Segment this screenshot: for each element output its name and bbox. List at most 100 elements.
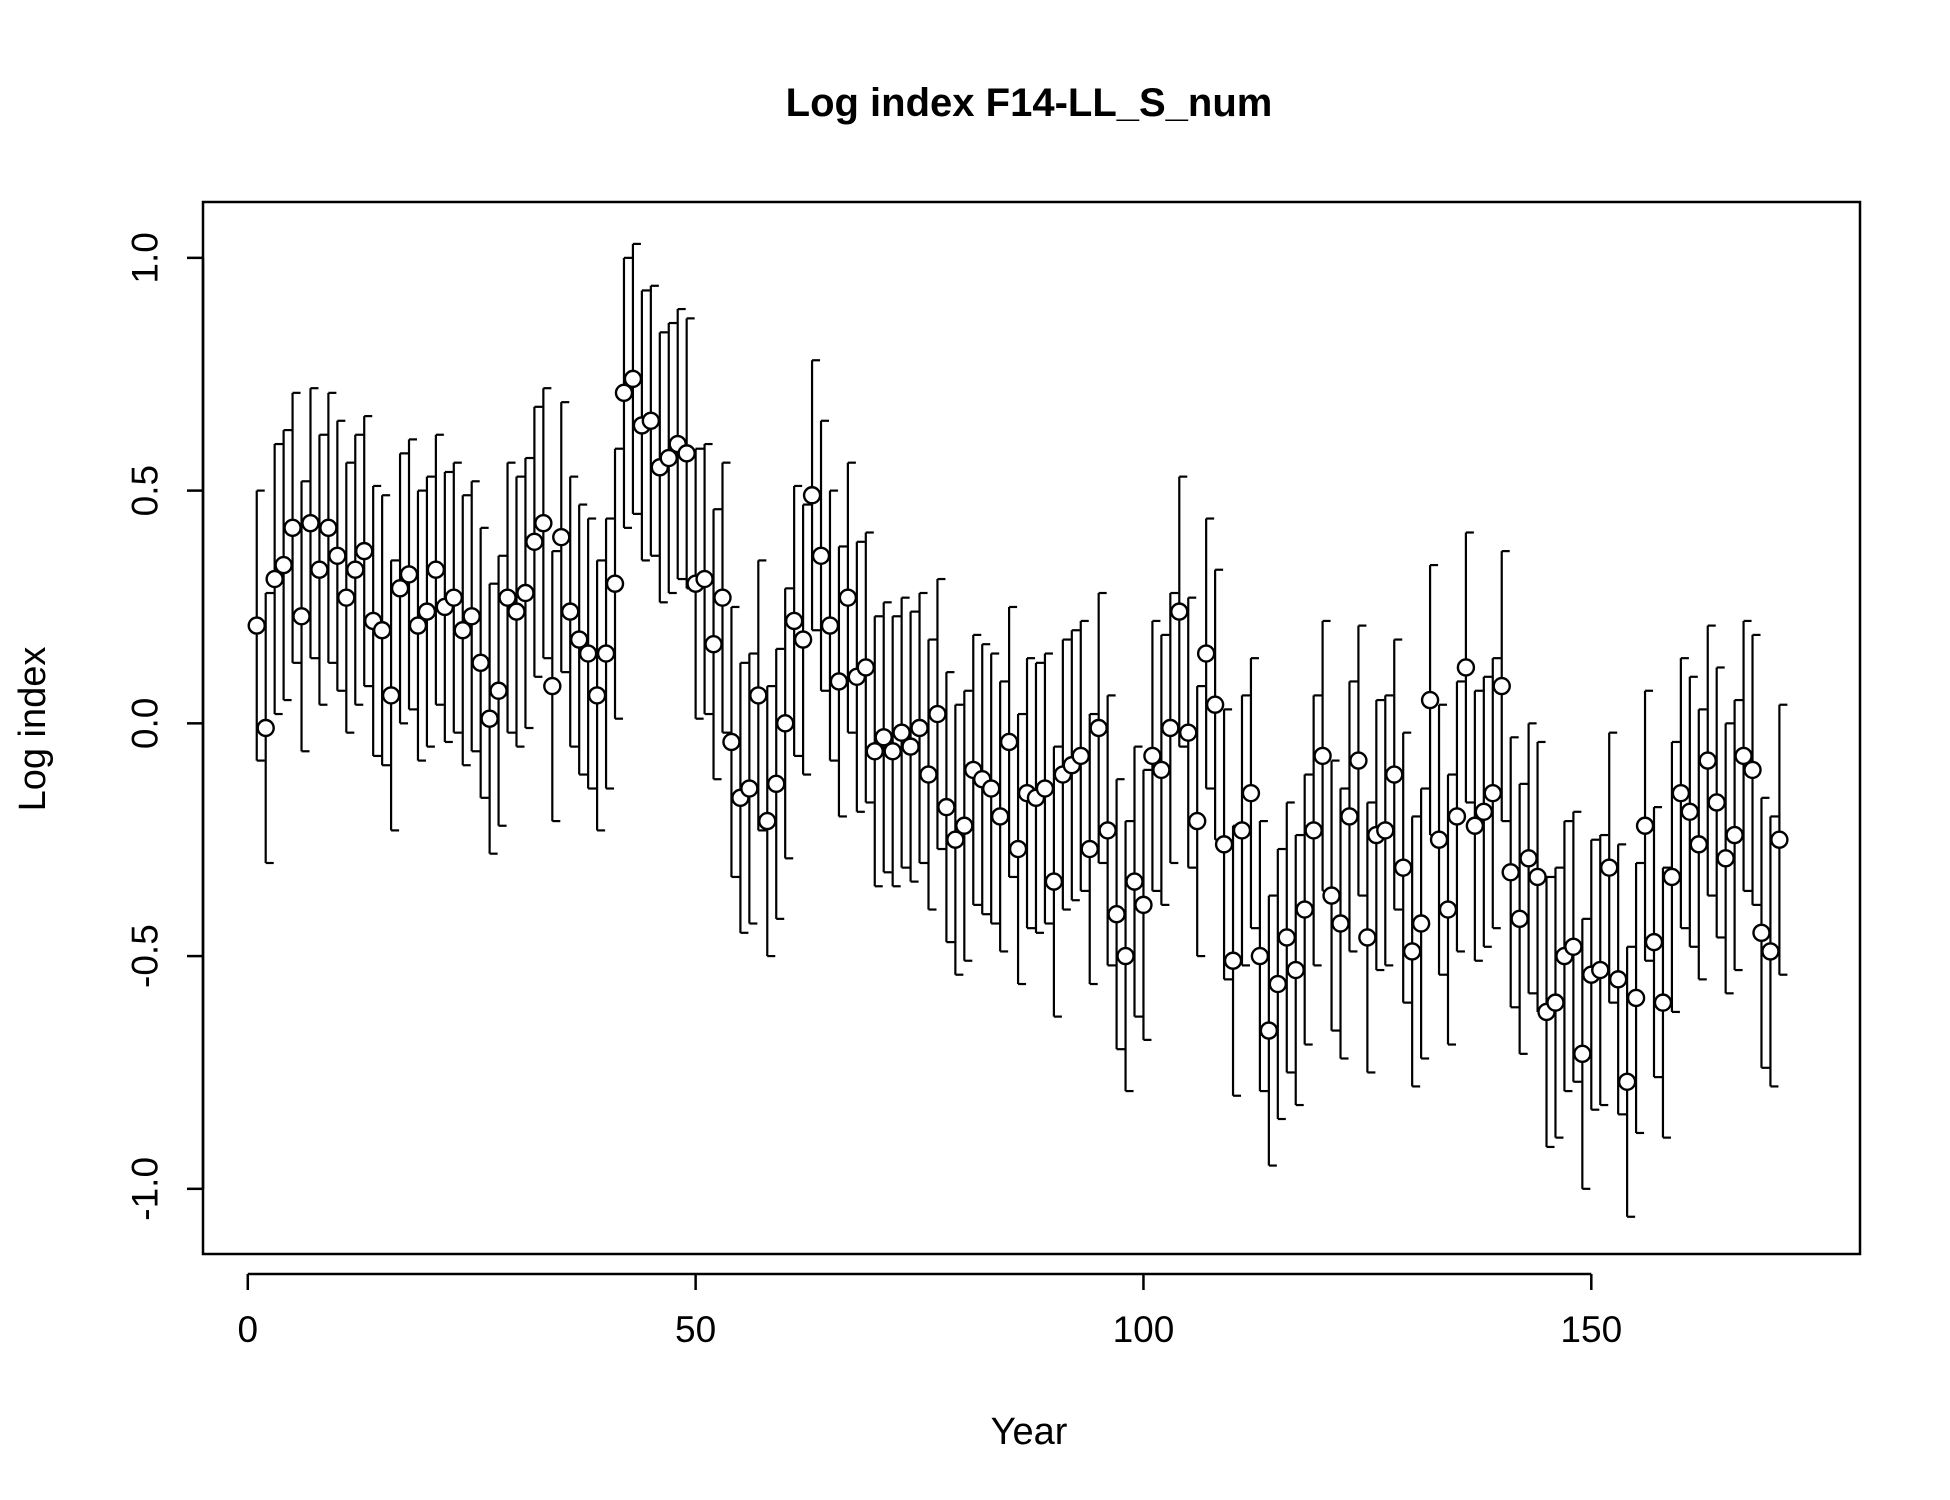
data-point (1716, 849, 1735, 868)
data-point (1752, 923, 1771, 943)
y-axis-label: Log index (12, 647, 54, 812)
data-point (274, 555, 293, 575)
data-point (1573, 1044, 1592, 1064)
data-point (516, 583, 535, 603)
data-point (775, 714, 795, 733)
data-point (525, 532, 544, 552)
data-point (1116, 946, 1135, 966)
data-point (1008, 839, 1028, 859)
data-point (453, 621, 472, 640)
data-point (480, 709, 499, 728)
data-point (811, 546, 831, 565)
data-point (1671, 783, 1691, 803)
data-point (1089, 718, 1108, 738)
y-tick-label: 0.0 (125, 698, 166, 749)
data-point (310, 560, 329, 579)
data-point (355, 541, 374, 561)
data-point (1125, 872, 1144, 891)
data-point (1734, 746, 1753, 766)
x-axis-label: Year (991, 1411, 1068, 1453)
data-point (838, 588, 858, 607)
x-tick-label: 150 (1560, 1309, 1622, 1350)
data-point (1528, 867, 1547, 887)
data-point (892, 723, 911, 742)
data-point (1241, 783, 1261, 803)
data-point (1447, 807, 1467, 826)
data-point (1071, 746, 1090, 766)
data-point (901, 737, 920, 756)
data-point (820, 616, 840, 635)
data-point (337, 588, 356, 607)
data-point (1501, 863, 1520, 882)
data-point (704, 635, 723, 654)
chart-title: Log index F14-LL_S_num (786, 81, 1273, 125)
data-point (1600, 858, 1619, 877)
data-point (1259, 1021, 1279, 1040)
data-point (247, 616, 266, 635)
data-point (426, 560, 446, 579)
data-point (999, 732, 1019, 752)
data-point (1340, 807, 1359, 826)
data-point (793, 630, 813, 649)
x-tick-label: 50 (675, 1309, 716, 1350)
data-point (1474, 802, 1494, 821)
data-point (1519, 849, 1538, 868)
data-point (1546, 993, 1565, 1012)
data-point (1161, 718, 1180, 738)
data-point (990, 807, 1010, 826)
data-point (614, 383, 634, 403)
data-point (1376, 821, 1395, 840)
data-point (1689, 835, 1708, 854)
data-point (1591, 960, 1610, 980)
data-point (1429, 830, 1449, 849)
data-point (1107, 904, 1126, 924)
data-point (1044, 872, 1064, 891)
data-point (319, 518, 338, 538)
data-point (534, 513, 553, 533)
data-point (1304, 821, 1323, 840)
data-point (507, 602, 526, 621)
data-point (1196, 644, 1216, 663)
data-point (265, 569, 284, 589)
data-point (829, 672, 849, 691)
data-point (256, 718, 275, 738)
data-point (883, 742, 902, 761)
data-point (578, 644, 598, 663)
data-point (1277, 928, 1296, 947)
data-point (596, 644, 616, 663)
data-point (1420, 690, 1440, 710)
data-point (1743, 760, 1762, 780)
data-point (1402, 942, 1422, 961)
data-point (641, 411, 661, 430)
data-point (1313, 746, 1332, 766)
data-point (1707, 793, 1726, 812)
data-point (1770, 830, 1789, 849)
data-point (865, 742, 884, 761)
data-point (381, 686, 401, 705)
data-point (1035, 779, 1055, 798)
data-point (659, 448, 678, 468)
data-point (1170, 602, 1189, 621)
data-point (1143, 746, 1162, 766)
data-point (569, 630, 589, 649)
data-point (1214, 835, 1234, 854)
data-point (1626, 988, 1646, 1008)
x-tick-label: 100 (1113, 1309, 1175, 1350)
data-point (462, 607, 481, 626)
data-point (1187, 811, 1207, 831)
data-point (543, 676, 562, 696)
data-point (1152, 760, 1171, 780)
data-point (937, 797, 956, 817)
data-point (1635, 816, 1655, 835)
data-point (1653, 993, 1673, 1012)
data-point (856, 658, 875, 677)
data-point (1394, 858, 1413, 877)
data-point (749, 686, 768, 705)
data-point (1134, 895, 1153, 915)
data-point (1510, 909, 1529, 929)
data-point (408, 616, 428, 635)
data-point (1098, 821, 1117, 840)
data-point (1411, 914, 1431, 933)
data-point (1080, 839, 1099, 859)
data-point (713, 588, 732, 607)
